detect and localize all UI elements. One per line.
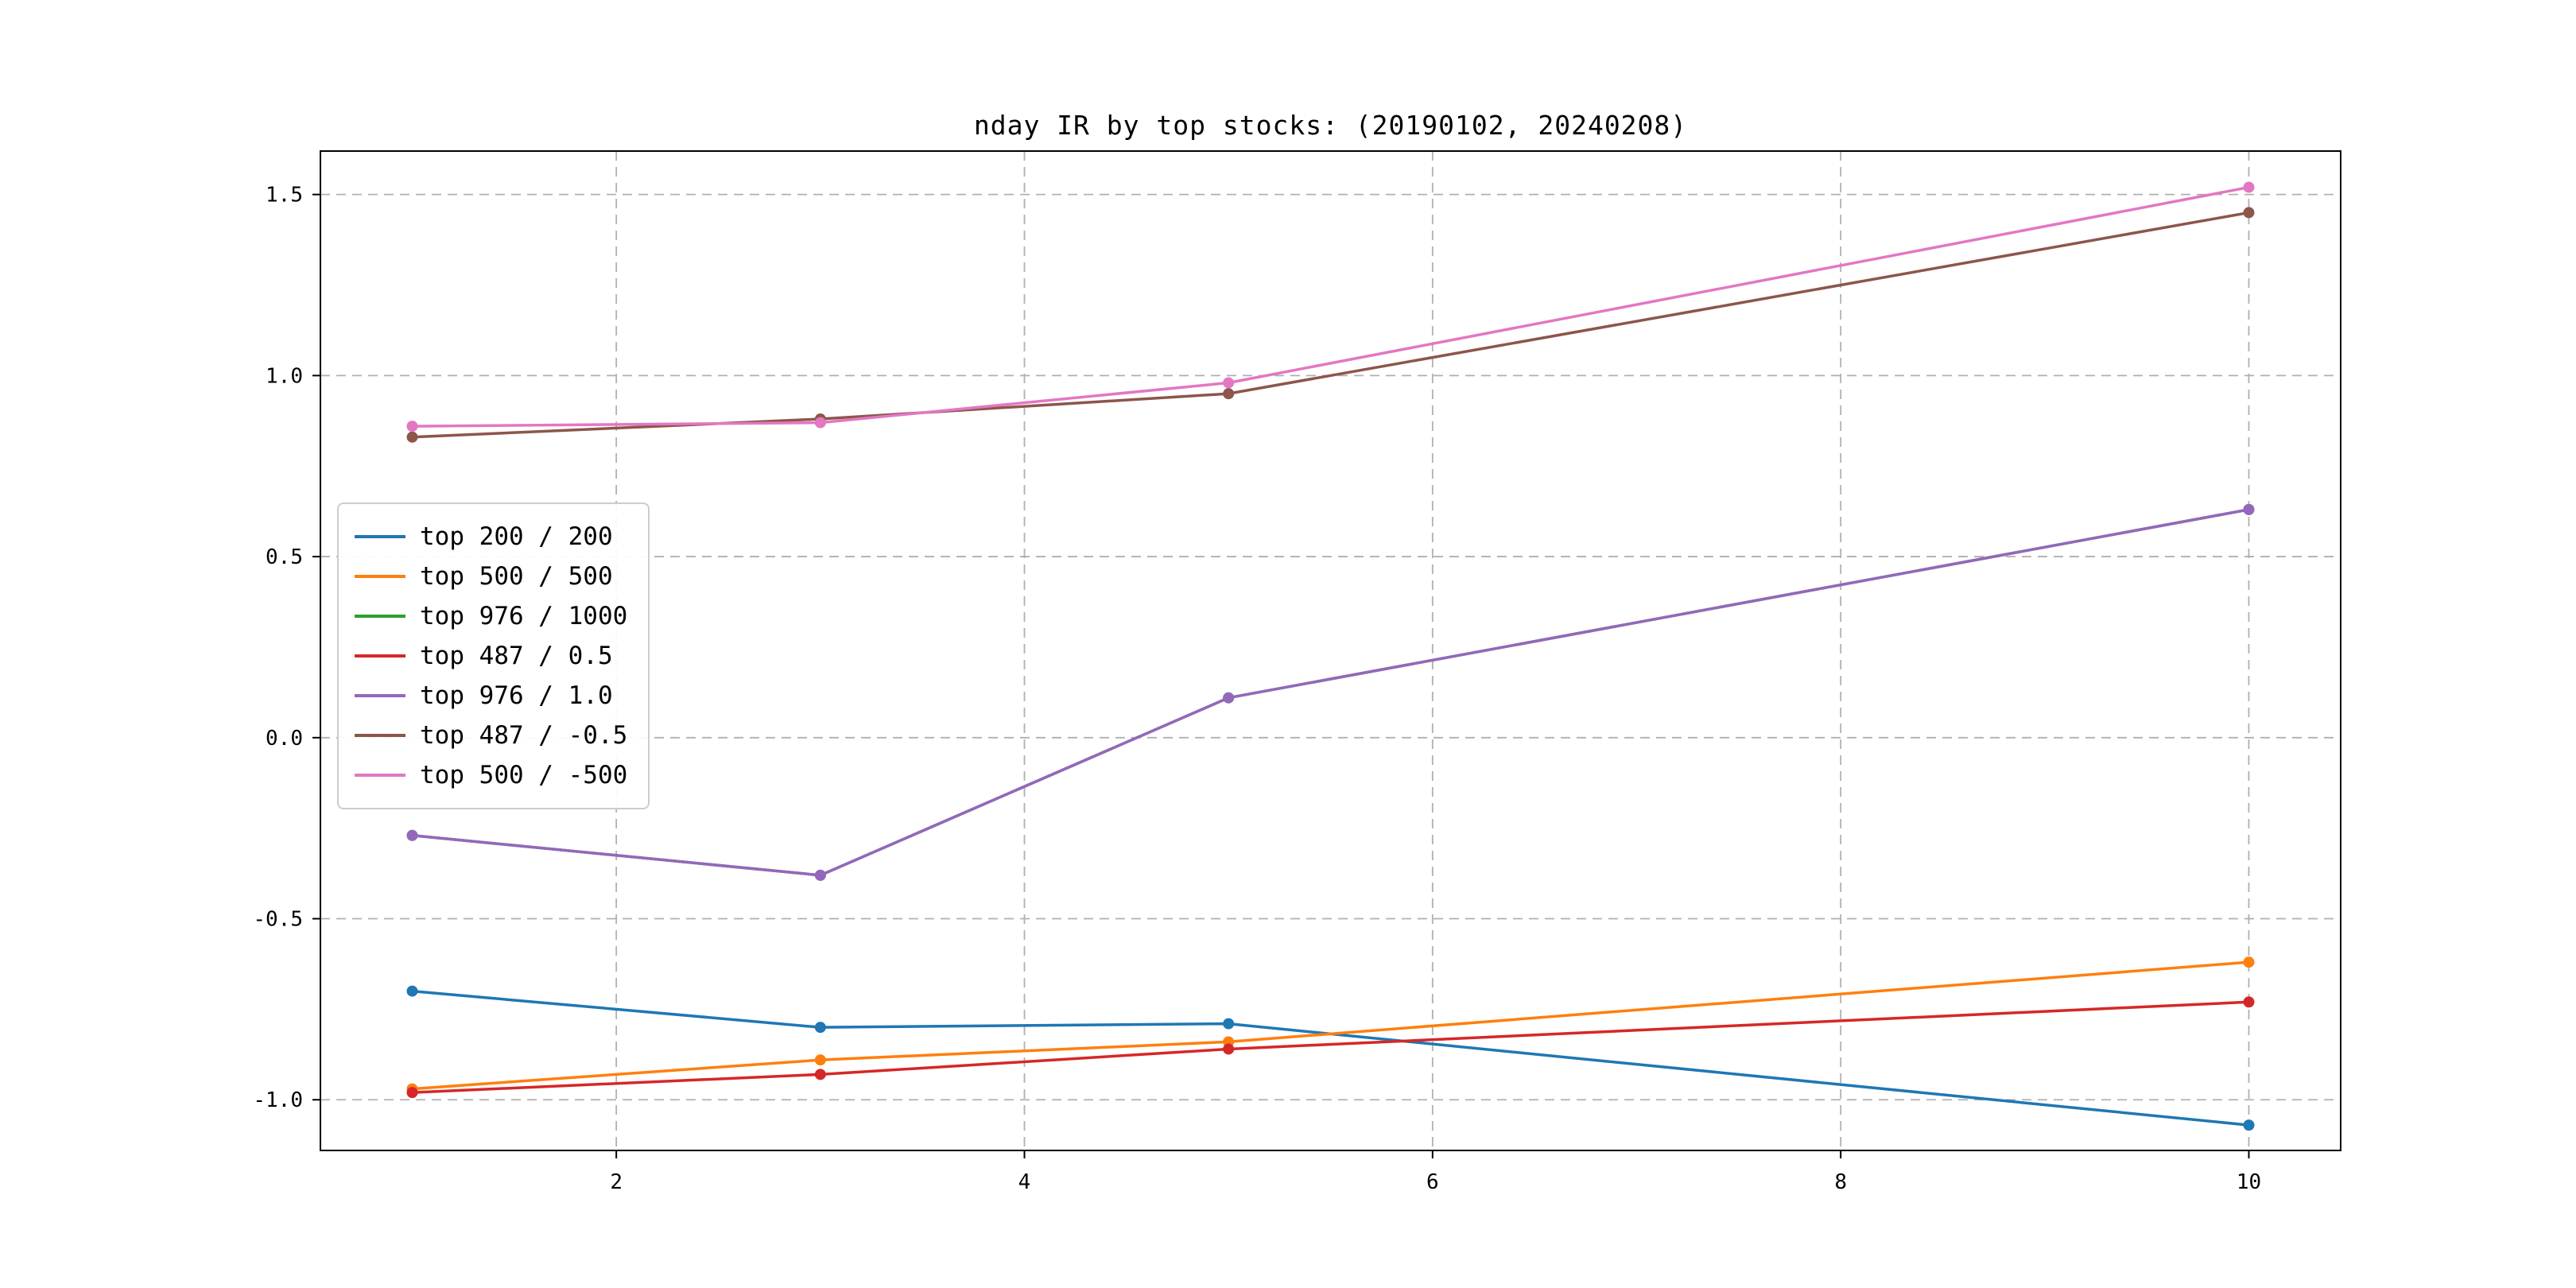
legend-line-sample: [355, 694, 405, 697]
legend-line-sample: [355, 734, 405, 737]
legend-item-6: top 500 / -500: [355, 755, 627, 795]
y-tick-label: 1.5: [266, 184, 303, 208]
legend-label: top 487 / 0.5: [420, 642, 613, 670]
legend-item-3: top 487 / 0.5: [355, 636, 627, 676]
legend: top 200 / 200 top 500 / 500 top 976 / 1000…: [337, 502, 650, 809]
series-marker-5: [406, 431, 418, 443]
series-marker-4: [2243, 503, 2255, 515]
legend-label: top 500 / 500: [420, 562, 613, 591]
series-marker-4: [1223, 692, 1235, 704]
legend-item-4: top 976 / 1.0: [355, 676, 627, 716]
series-marker-3: [406, 1087, 418, 1099]
legend-label: top 500 / -500: [420, 761, 628, 789]
legend-label: top 976 / 1000: [420, 602, 628, 630]
chart-title: nday IR by top stocks: (20190102, 202402…: [973, 110, 1688, 141]
series-marker-1: [2243, 956, 2255, 968]
series-marker-0: [1223, 1018, 1235, 1030]
series-marker-3: [2243, 996, 2255, 1008]
legend-line-sample: [355, 774, 405, 777]
series-marker-0: [406, 985, 418, 997]
series-marker-4: [406, 829, 418, 841]
legend-item-1: top 500 / 500: [355, 557, 627, 596]
legend-line-sample: [355, 654, 405, 658]
series-line-6: [410, 185, 2251, 428]
x-tick-label: 2: [610, 1170, 623, 1194]
series-marker-4: [814, 869, 826, 881]
x-tick-label: 6: [1426, 1170, 1439, 1194]
series-marker-3: [814, 1069, 826, 1080]
legend-label: top 487 / -0.5: [420, 721, 628, 750]
legend-item-0: top 200 / 200: [355, 517, 627, 557]
legend-line-sample: [355, 575, 405, 578]
y-tick-label: 0.5: [266, 545, 303, 569]
legend-item-2: top 976 / 1000: [355, 596, 627, 636]
series-line-2: [410, 508, 2251, 877]
series-marker-6: [814, 417, 826, 429]
legend-label: top 976 / 1.0: [420, 681, 613, 710]
series-marker-5: [2243, 207, 2255, 219]
y-tick-label: -1.0: [253, 1088, 303, 1112]
series-marker-3: [1223, 1043, 1235, 1055]
series-line-1: [410, 960, 2251, 1091]
x-tick-label: 10: [2237, 1170, 2261, 1194]
legend-label: top 200 / 200: [420, 522, 613, 551]
x-tick-label: 4: [1018, 1170, 1031, 1194]
series-marker-6: [406, 421, 418, 433]
plot-border: [320, 150, 2341, 1151]
series-line-5: [410, 211, 2251, 439]
legend-line-sample: [355, 535, 405, 538]
series-line-4: [410, 508, 2251, 877]
y-tick-label: -0.5: [253, 908, 303, 932]
series-marker-6: [1223, 377, 1235, 389]
y-tick-label: 1.0: [266, 364, 303, 388]
y-tick-label: 0.0: [266, 727, 303, 751]
series-marker-0: [814, 1022, 826, 1034]
series-marker-0: [2243, 1119, 2255, 1131]
series-marker-1: [814, 1054, 826, 1066]
legend-line-sample: [355, 615, 405, 618]
series-marker-6: [2243, 181, 2255, 193]
series-line-0: [410, 989, 2251, 1127]
x-tick-label: 8: [1834, 1170, 1847, 1194]
series-line-3: [410, 1000, 2251, 1094]
legend-item-5: top 487 / -0.5: [355, 716, 627, 755]
series-marker-5: [1223, 388, 1235, 400]
